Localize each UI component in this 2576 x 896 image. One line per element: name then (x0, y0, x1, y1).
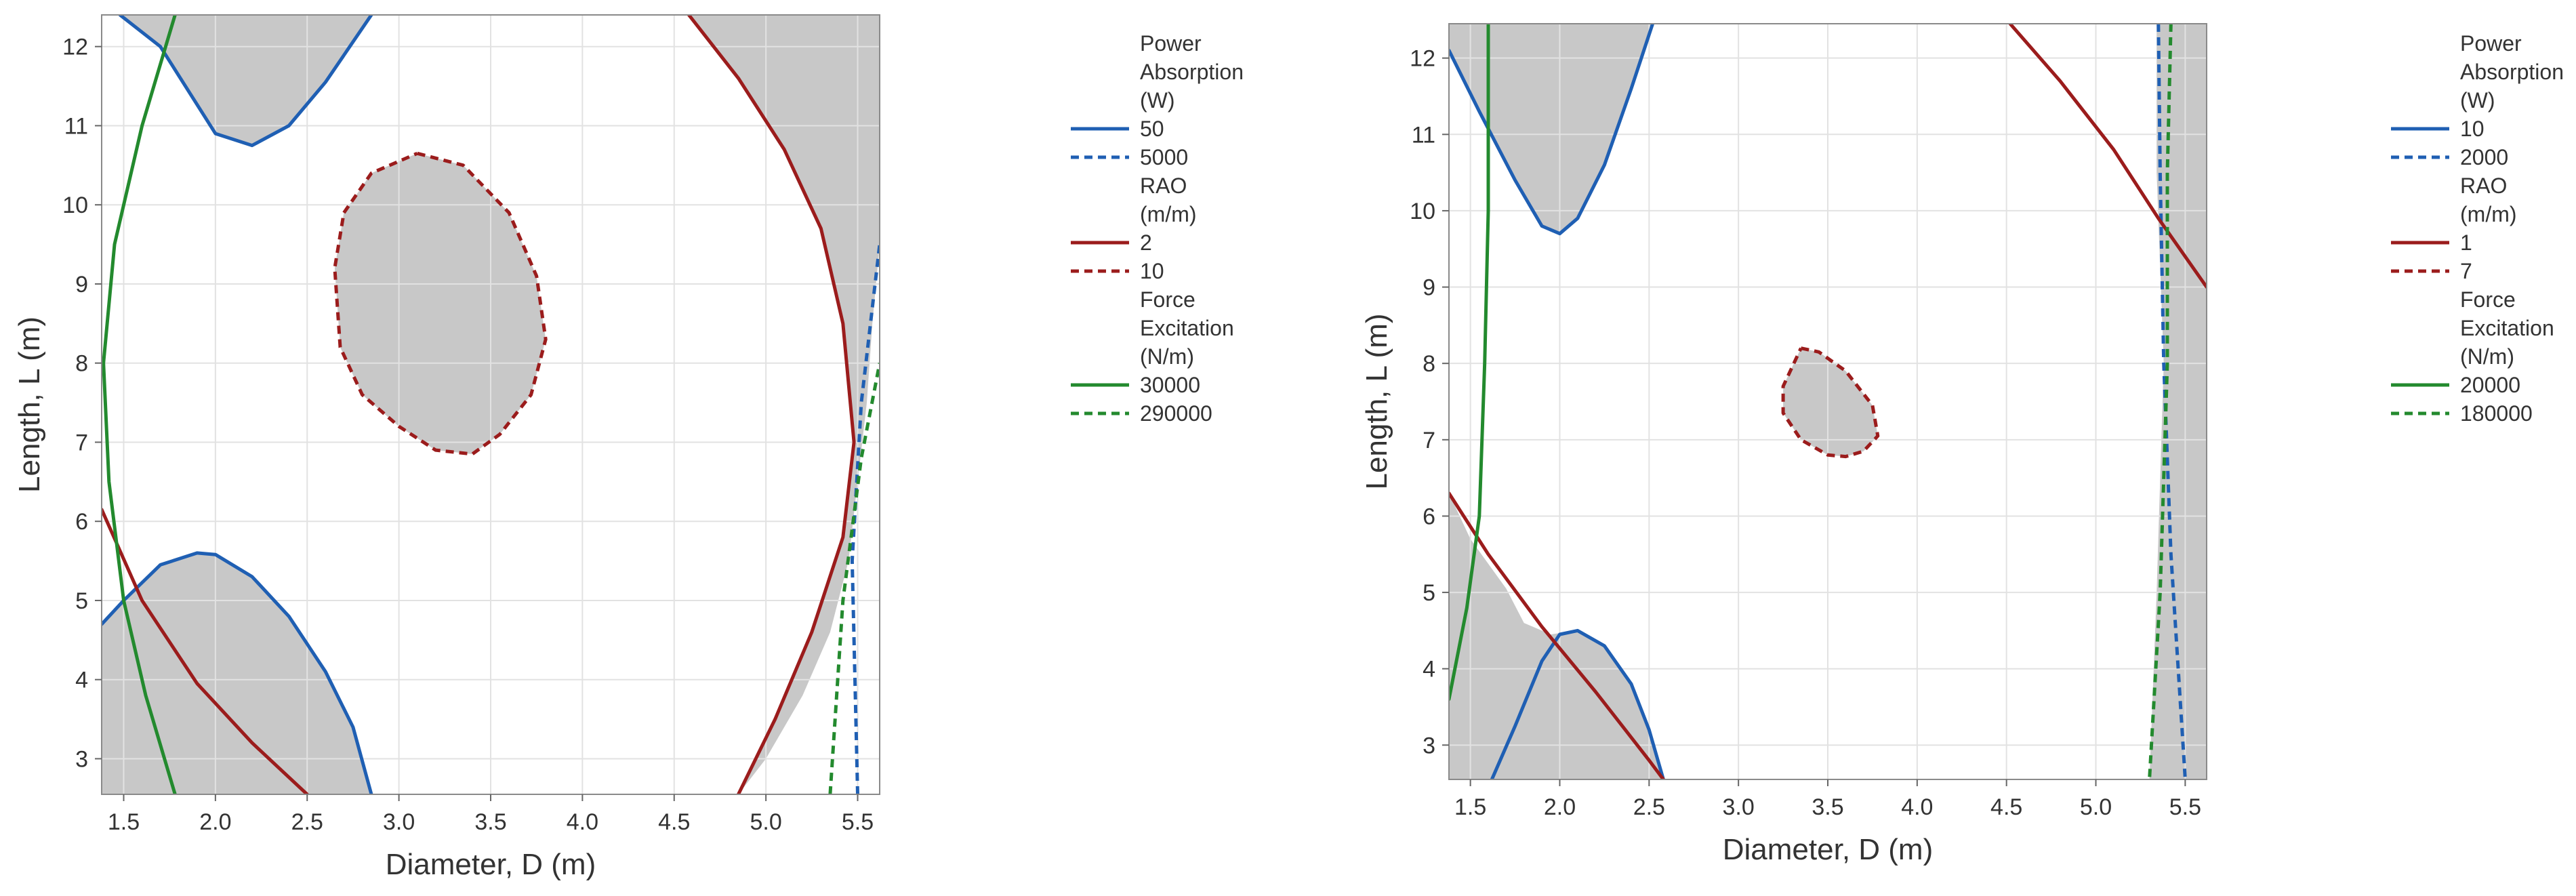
y-tick-label: 10 (62, 192, 88, 218)
x-tick-label: 1.5 (1454, 794, 1486, 820)
y-tick-label: 7 (75, 430, 88, 455)
x-tick-label: 2.5 (1633, 794, 1665, 820)
contour-line-5 (1781, 346, 1880, 459)
contour-line-3 (1449, 491, 1665, 779)
contour-line-4 (2008, 24, 2207, 289)
legend-title-0: Power (1140, 31, 1202, 56)
x-tick-label: 4.0 (1901, 794, 1933, 820)
legend-title-2: Excitation (2460, 316, 2554, 340)
y-tick-label: 6 (75, 509, 88, 535)
y-tick-label: 9 (1423, 275, 1435, 301)
legend-title-0: Absorption (2460, 60, 2564, 84)
contour-line-6 (102, 15, 177, 794)
y-tick-label: 11 (64, 113, 88, 139)
legend-entry-label: 1 (2460, 230, 2472, 255)
x-tick-label: 2.5 (291, 809, 323, 835)
legend-entry-label: 50 (1140, 117, 1164, 141)
legend-entry-label: 2000 (2460, 145, 2508, 169)
x-tick-label: 3.0 (1723, 794, 1755, 820)
x-axis-label: Diameter, D (m) (1723, 833, 1933, 866)
contour-line-2 (2156, 24, 2187, 779)
x-tick-label: 4.5 (1990, 794, 2022, 820)
legend-entry-label: 180000 (2460, 401, 2533, 426)
legend-title-2: Force (1140, 287, 1195, 312)
legend-entry-label: 10 (2460, 117, 2485, 141)
y-tick-label: 4 (75, 668, 88, 693)
legend-entry-label: 30000 (1140, 373, 1200, 397)
legend-title-0: Absorption (1140, 60, 1244, 84)
x-tick-label: 5.5 (842, 809, 874, 835)
contour-line-6 (1449, 24, 1490, 701)
legend-entry-label: 10 (1140, 259, 1164, 283)
y-tick-label: 6 (1423, 504, 1435, 529)
contour-line-0 (118, 15, 373, 148)
infeasible-region-0 (102, 15, 371, 146)
plot-content (102, 15, 880, 794)
legend-title-2: Force (2460, 287, 2516, 312)
contour-line-1 (1490, 628, 1665, 779)
legend-title-0: (W) (1140, 88, 1175, 113)
y-tick-label: 10 (1410, 199, 1435, 224)
x-tick-label: 3.5 (474, 809, 506, 835)
legend-title-0: Power (2460, 31, 2522, 56)
legend-entry-label: 2 (1140, 230, 1152, 255)
legend-entry-label: 20000 (2460, 373, 2520, 397)
legend-title-2: (N/m) (1140, 344, 1194, 369)
contour-line-3 (102, 508, 309, 794)
x-tick-label: 1.5 (108, 809, 140, 835)
right-contour-chart: 1.5 2.0 2.5 3.0 3.5 4.0 4.5 5.0 5.53456789101112… (1360, 23, 2564, 866)
y-tick-label: 8 (75, 351, 88, 377)
y-tick-label: 12 (1410, 46, 1435, 72)
contour-line-4 (687, 15, 856, 794)
x-tick-label: 5.0 (750, 809, 781, 835)
y-tick-label: 11 (1412, 122, 1435, 148)
y-tick-label: 3 (75, 746, 88, 772)
legend-title-0: (W) (2460, 88, 2495, 113)
left-contour-chart: 1.5 2.0 2.5 3.0 3.5 4.0 4.5 5.0 5.5 3 4 5 6 7 8 9 10 11 12… (13, 14, 1244, 881)
y-tick-label: 5 (1423, 580, 1435, 606)
infeasible-region-3 (334, 153, 546, 455)
y-tick-label: 9 (75, 272, 88, 298)
y-axis-label: Length, L (m) (13, 317, 46, 493)
y-tick-label: 4 (1423, 657, 1435, 683)
legend-title-1: RAO (1140, 174, 1187, 198)
legend-title-2: (N/m) (2460, 344, 2514, 369)
contour-line-7 (2148, 24, 2173, 779)
x-tick-label: 5.0 (2080, 794, 2112, 820)
x-tick-label: 4.5 (658, 809, 690, 835)
plot-content (1449, 24, 2207, 779)
infeasible-region-1 (102, 552, 371, 794)
infeasible-region-2 (2149, 24, 2207, 779)
contour-line-0 (1449, 24, 1655, 236)
y-tick-label: 3 (1423, 733, 1435, 758)
legend-title-1: RAO (2460, 174, 2507, 198)
legend-title-1: (m/m) (1140, 202, 1197, 226)
y-tick-label: 8 (1423, 351, 1435, 377)
y-axis-label: Length, L (m) (1360, 313, 1393, 489)
legend-entry-label: 290000 (1140, 401, 1212, 426)
contour-line-1 (102, 551, 373, 794)
x-tick-label: 2.0 (199, 809, 231, 835)
infeasible-region-3 (1783, 348, 1878, 457)
legend-entry-label: 5000 (1140, 145, 1188, 169)
legend-title-1: (m/m) (2460, 202, 2517, 226)
y-tick-label: 7 (1423, 428, 1435, 453)
legend-entry-label: 7 (2460, 259, 2472, 283)
infeasible-region-0 (1449, 24, 1653, 234)
x-tick-label: 5.5 (2169, 794, 2201, 820)
y-tick-label: 12 (62, 35, 88, 60)
contour-line-7 (828, 363, 880, 794)
x-tick-label: 3.0 (383, 809, 415, 835)
x-axis-label: Diameter, D (m) (386, 848, 596, 881)
x-tick-label: 3.5 (1812, 794, 1843, 820)
x-tick-label: 4.0 (567, 809, 598, 835)
x-tick-label: 2.0 (1544, 794, 1576, 820)
y-tick-label: 5 (75, 588, 88, 614)
infeasible-region-2 (689, 15, 880, 794)
legend-title-2: Excitation (1140, 316, 1234, 340)
